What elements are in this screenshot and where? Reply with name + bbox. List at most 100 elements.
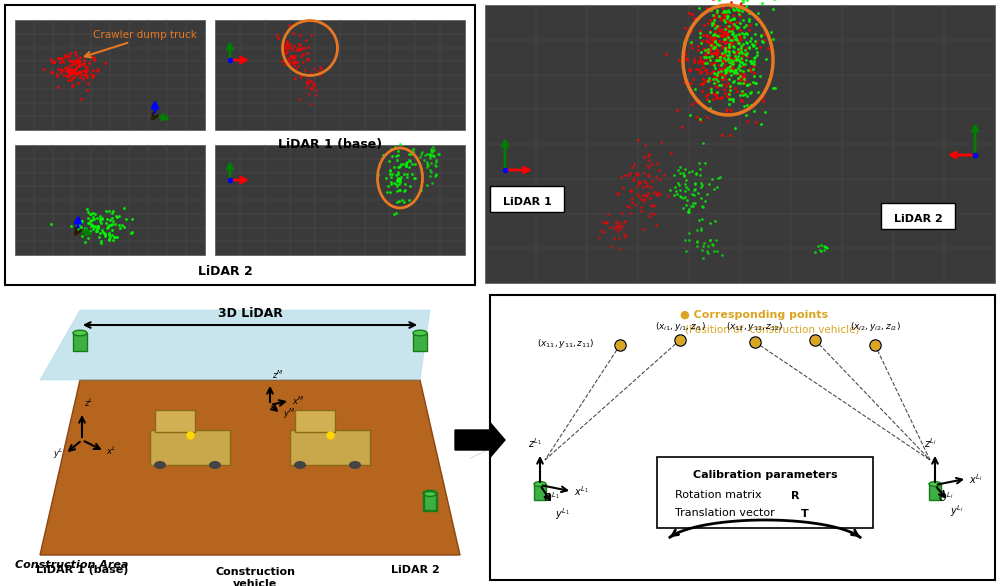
Point	[717, 34, 733, 43]
Point	[383, 178, 399, 187]
Point	[300, 70, 316, 80]
Point	[730, 38, 746, 47]
Point	[677, 179, 693, 189]
Point	[99, 223, 115, 232]
Point	[730, 51, 746, 60]
Point	[722, 130, 738, 139]
Point	[726, 68, 742, 77]
Point	[709, 82, 725, 91]
Point	[61, 64, 77, 73]
Point	[71, 61, 87, 70]
Point	[83, 219, 99, 229]
Point	[392, 139, 408, 148]
Point	[726, 48, 742, 57]
Point	[730, 47, 746, 56]
Bar	[5, 5, 475, 285]
Point	[713, 61, 729, 70]
Point	[426, 152, 442, 161]
Point	[80, 207, 96, 217]
Point	[708, 56, 724, 66]
Point	[699, 94, 715, 104]
Point	[74, 66, 90, 76]
Point	[693, 80, 709, 89]
Point	[710, 47, 726, 57]
Point	[709, 72, 725, 81]
Point	[595, 217, 611, 226]
Point	[718, 7, 734, 16]
Point	[708, 235, 724, 244]
Point	[107, 232, 123, 241]
Point	[606, 224, 622, 233]
Point	[719, 21, 735, 30]
Point	[299, 54, 315, 64]
Point	[628, 168, 644, 178]
Point	[747, 78, 763, 87]
Point	[97, 230, 113, 239]
Point	[390, 173, 406, 182]
Point	[124, 227, 140, 237]
Point	[281, 59, 297, 69]
Point	[691, 4, 707, 13]
Point	[718, 74, 734, 83]
Point	[726, 13, 742, 23]
Point	[648, 172, 664, 181]
Point	[757, 107, 773, 117]
Point	[677, 192, 693, 202]
Point	[413, 186, 429, 195]
Point	[683, 27, 699, 36]
Point	[716, 27, 732, 36]
Point	[723, 105, 739, 115]
Point	[383, 180, 399, 189]
Point	[693, 68, 709, 77]
Point	[732, 71, 748, 80]
Point	[300, 75, 316, 84]
Point	[391, 197, 407, 206]
Point	[300, 79, 316, 88]
Point	[693, 226, 709, 235]
Point	[688, 168, 704, 178]
Point	[389, 176, 405, 186]
Point	[304, 84, 320, 93]
Point	[608, 216, 624, 225]
Text: $(x_{i2},y_{i2},z_{i2})$: $(x_{i2},y_{i2},z_{i2})$	[850, 320, 900, 333]
Point	[714, 92, 730, 101]
Point	[716, 34, 732, 43]
Point	[693, 67, 709, 77]
Point	[722, 81, 738, 91]
Point	[678, 175, 694, 185]
Point	[382, 188, 398, 197]
Point	[67, 65, 83, 74]
Point	[720, 53, 736, 63]
Point	[388, 151, 404, 161]
Point	[419, 150, 435, 159]
Point	[733, 46, 749, 56]
Point	[711, 66, 727, 76]
Point	[50, 53, 66, 63]
Point	[619, 201, 635, 210]
Point	[752, 71, 768, 81]
Point	[85, 72, 101, 81]
Point	[105, 235, 121, 244]
Point	[735, 62, 751, 71]
Point	[719, 63, 735, 73]
Text: $O^{L_i}$: $O^{L_i}$	[938, 490, 954, 504]
Point	[686, 190, 702, 199]
Point	[61, 67, 77, 77]
Text: $y^M$: $y^M$	[283, 407, 295, 421]
Point	[706, 246, 722, 255]
Point	[688, 64, 704, 74]
Point	[686, 186, 702, 195]
Point	[722, 53, 738, 63]
Point	[424, 147, 440, 156]
Point	[85, 52, 101, 62]
Point	[707, 28, 723, 37]
Point	[313, 64, 329, 73]
Point	[734, 52, 750, 61]
Point	[390, 150, 406, 159]
Point	[705, 33, 721, 42]
Point	[641, 163, 657, 172]
Point	[617, 170, 633, 179]
Point	[724, 66, 740, 75]
Point	[399, 172, 415, 182]
Point	[93, 218, 109, 227]
